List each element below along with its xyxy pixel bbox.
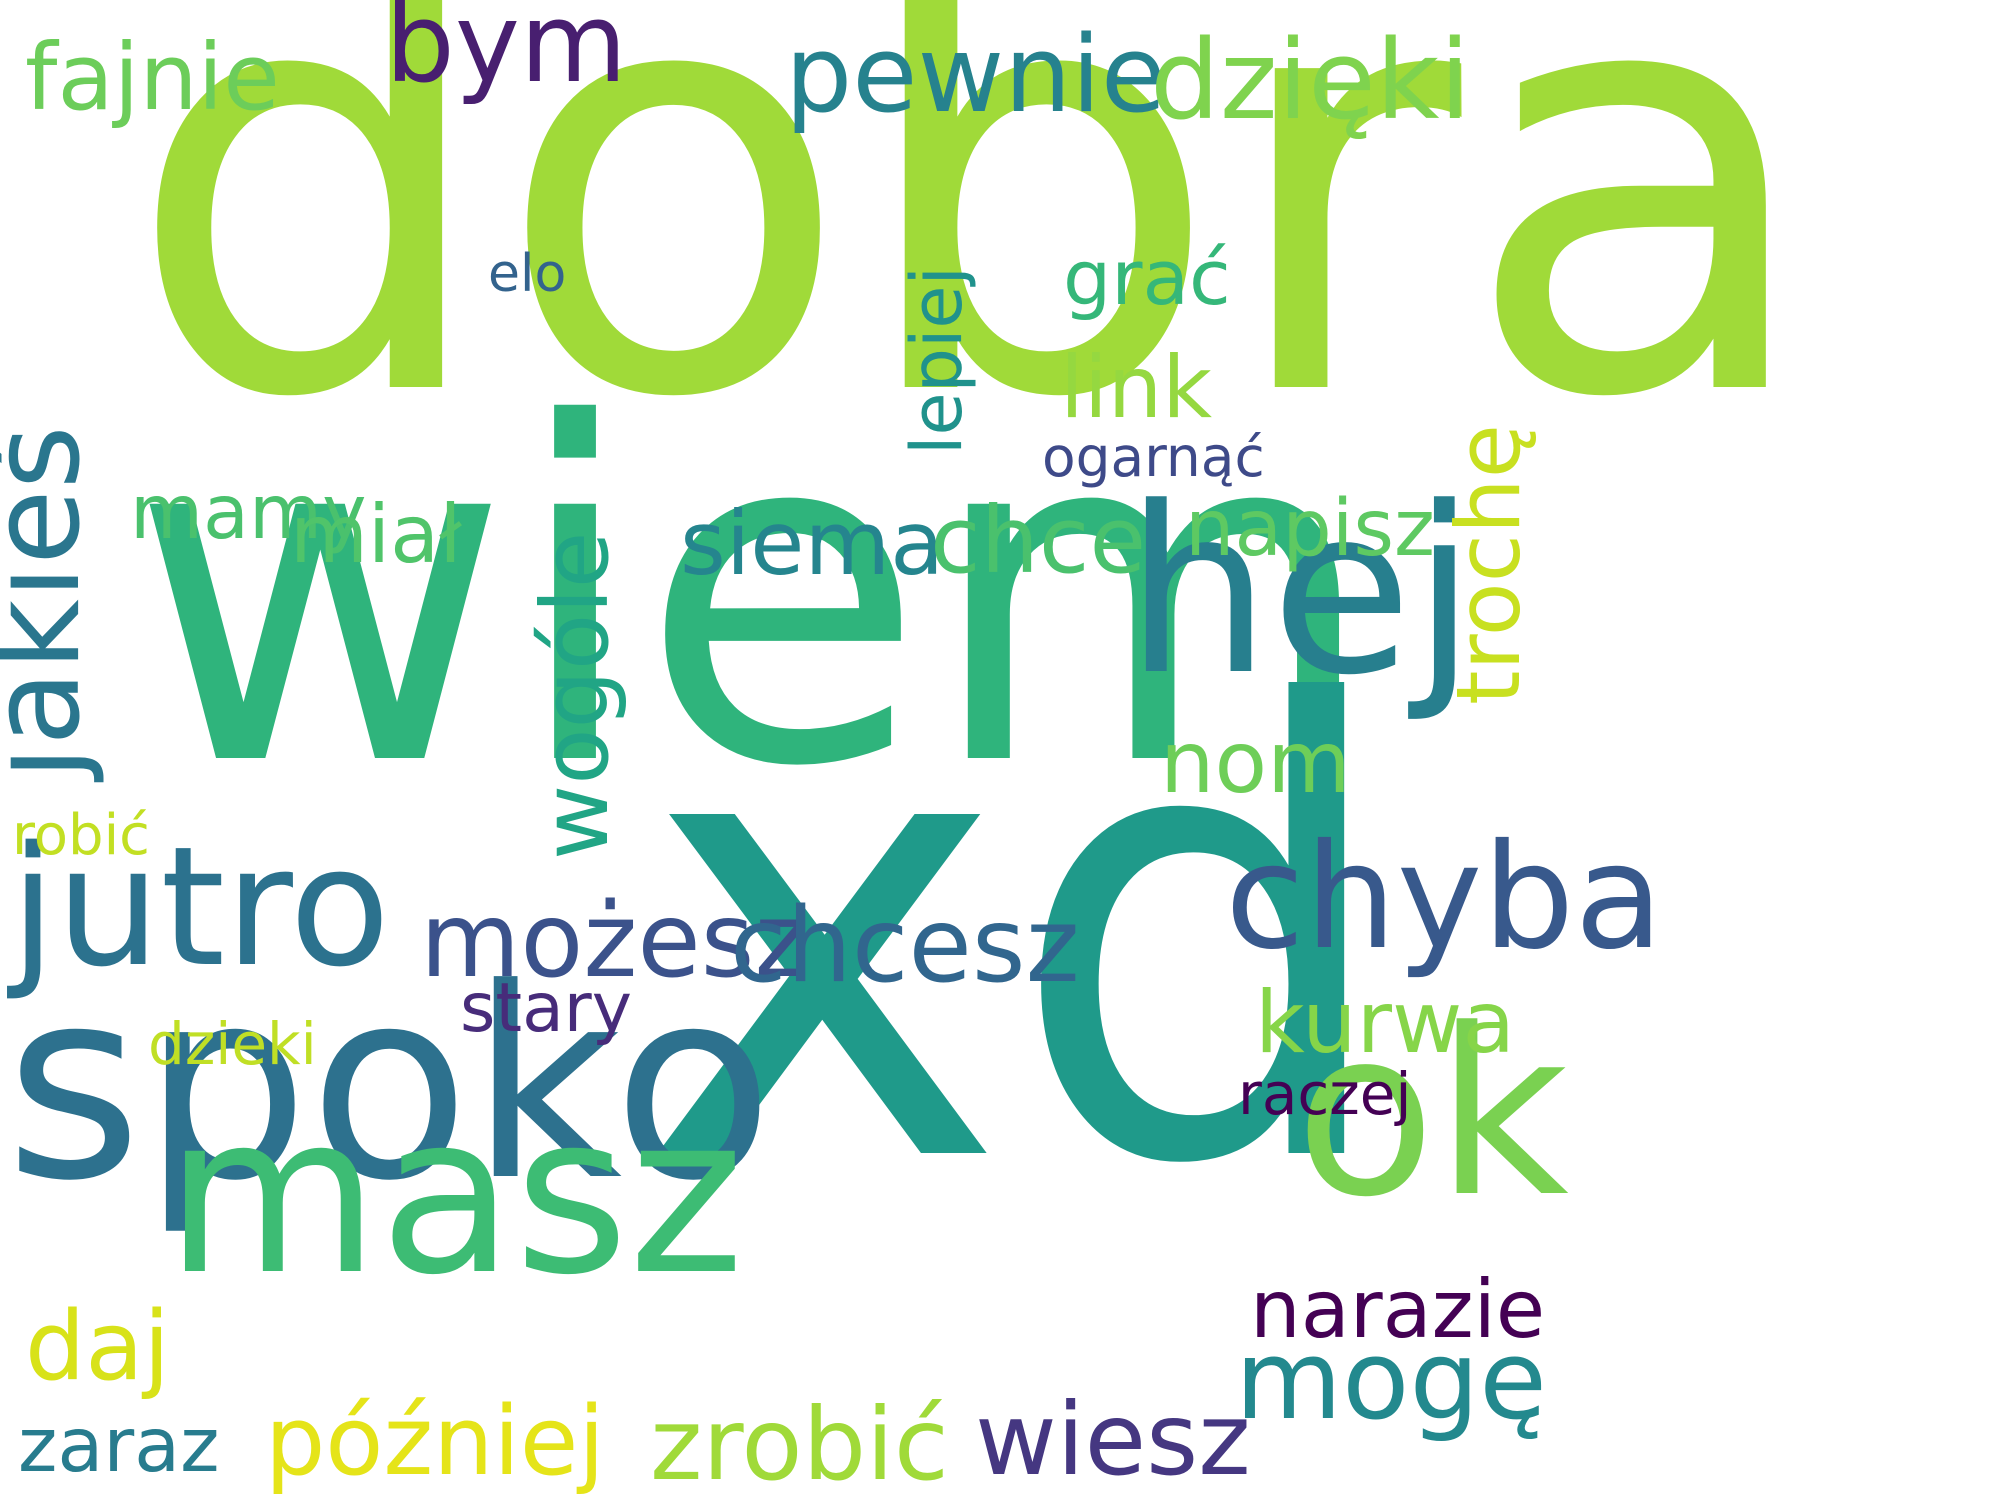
- word-elo: elo: [488, 244, 567, 304]
- word-stary: stary: [460, 969, 632, 1048]
- word-fajnie: fajnie: [25, 24, 280, 131]
- word-kurwa: kurwa: [1255, 973, 1516, 1073]
- word-pozniej: później: [265, 1387, 605, 1497]
- word-masz: masz: [165, 1067, 745, 1323]
- word-wogole: wogóle: [522, 531, 629, 860]
- word-chce: chce: [930, 487, 1147, 594]
- word-zaraz: zaraz: [18, 1401, 220, 1489]
- word-siema: siema: [680, 492, 945, 595]
- word-chcesz: chcesz: [730, 886, 1080, 1006]
- word-spoko: spoko: [5, 933, 774, 1239]
- word-daj: daj: [25, 1292, 170, 1402]
- word-mial: miał: [290, 488, 462, 581]
- word-wiem: wiem: [130, 326, 1379, 868]
- word-ok: ok: [1295, 981, 1569, 1248]
- word-robic: robić: [12, 803, 150, 868]
- word-dzieki-accented: dzięki: [1150, 16, 1471, 144]
- word-napisz: napisz: [1185, 484, 1435, 574]
- word-jutro: jutro: [10, 811, 391, 1003]
- word-moge: mogę: [1235, 1316, 1547, 1444]
- word-pewnie: pewnie: [785, 13, 1167, 136]
- word-mamy: mamy: [130, 468, 367, 556]
- word-nom: nom: [1160, 713, 1351, 813]
- word-jakies: jakieś: [0, 425, 108, 780]
- word-zrobic: zrobić: [650, 1386, 949, 1500]
- word-wiesz: wiesz: [975, 1381, 1251, 1498]
- word-hej: hej: [1125, 459, 1477, 726]
- word-mozesz: możesz: [420, 881, 809, 1001]
- word-narazie: narazie: [1250, 1263, 1546, 1356]
- word-xd: xd: [640, 579, 1401, 1300]
- word-link: link: [1060, 338, 1213, 438]
- word-chyba: chyba: [1225, 813, 1664, 982]
- word-troche: trochę: [1437, 424, 1540, 705]
- word-dzieki: dzieki: [148, 1010, 317, 1078]
- word-lepiej: lepiej: [896, 266, 978, 455]
- word-raczej: raczej: [1238, 1060, 1412, 1128]
- word-grac: grać: [1063, 233, 1231, 322]
- word-bym: bym: [385, 0, 628, 107]
- word-ogarnac: ogarnąć: [1042, 425, 1265, 489]
- word-dobra: dobra: [125, 0, 1819, 525]
